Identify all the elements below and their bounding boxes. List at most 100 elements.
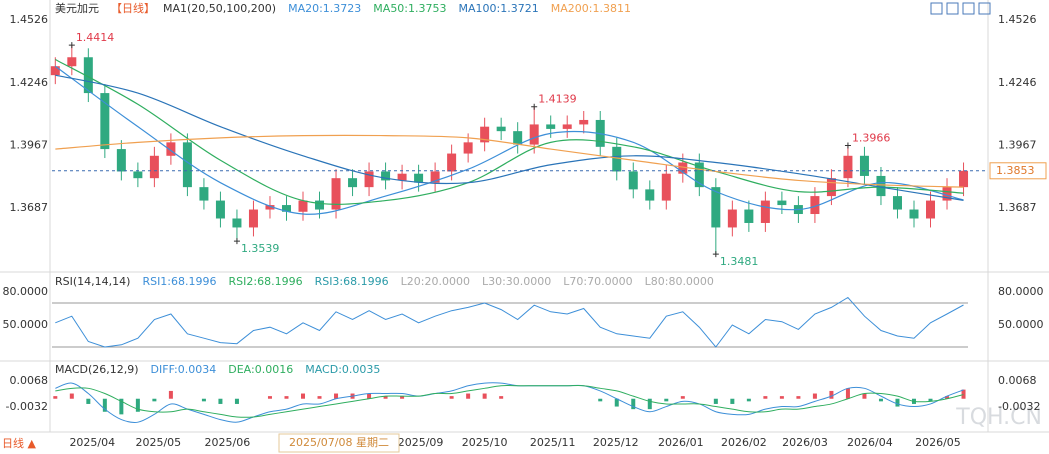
extreme-marker [712,251,719,258]
candle-body [678,162,688,174]
macd-bar [598,398,603,402]
candle-body [232,218,242,228]
y-tick-label: 1.4246 [998,76,1037,89]
legend-item: MA50:1.3753 [373,2,446,15]
x-tick-label: 2025/11 [530,436,576,449]
y-tick-label: 1.3967 [998,138,1037,151]
macd-bar [367,393,372,399]
y-tick-label: 50.0000 [3,318,49,331]
y-tick-label: 1.3967 [10,138,49,151]
candle-body [810,196,820,215]
x-tick-label: 2025/05 [135,436,181,449]
y-tick-label: 1.4526 [10,13,49,26]
macd-bar [218,398,223,404]
candle-body [381,171,391,181]
high-label: 1.4139 [538,93,577,106]
extreme-marker [531,103,538,110]
dif-line [55,382,964,423]
ma-line [55,74,964,201]
last-price-box [989,162,1047,180]
macd-bar [499,396,504,399]
candle-body [876,175,886,197]
candle-body [67,57,77,67]
macd-bar [69,393,74,399]
candle-body [199,187,209,201]
candle-body [892,196,902,210]
candle-body [298,200,308,212]
toolbar [930,2,991,15]
rsi-line [55,296,964,348]
period-label[interactable]: 日线 ▲ [2,436,36,450]
macd-bar [713,398,718,404]
high-label: 1.4414 [76,31,115,44]
extreme-marker [844,142,851,149]
candle-body [661,173,671,201]
legend-item: MACD:0.0035 [305,363,380,376]
candle-body [315,200,325,210]
y-tick-label: 0.0068 [10,374,49,387]
legend-item: DIFF:0.0034 [151,363,217,376]
candle-body [166,142,176,156]
candle-body [133,171,143,179]
candle-body [248,209,258,228]
move-left-button[interactable] [962,2,975,15]
macd-bar [86,398,91,404]
y-tick-label: 0.0068 [998,374,1037,387]
legend-item: L80:80.0000 [645,275,714,288]
y-tick-label: 80.0000 [3,285,49,298]
candle-body [215,200,225,219]
candle-body [496,126,506,132]
macd-bar [301,393,306,399]
macd-bar [812,393,817,399]
zoom-out-button[interactable] [946,2,959,15]
candle-body [529,124,539,145]
move-right-button[interactable] [978,2,991,15]
watermark: TQH.CN [955,405,1042,430]
legend-item: L70:70.0000 [563,275,632,288]
candle-body [744,209,754,223]
y-tick-label: -0.0032 [998,400,1040,413]
macd-bar [730,398,735,404]
candle-body [645,189,655,201]
dea-line [55,385,964,418]
candle-body [959,170,969,188]
cursor-date: 2025/07/08 星期二 [289,436,389,449]
candle-body [348,178,358,188]
macd-bar [168,390,173,399]
cursor-date-box [278,433,400,453]
candle-body [100,93,110,150]
zoom-in-button[interactable] [930,2,943,15]
macd-bar [400,396,405,399]
macd-bar [614,398,619,407]
macd-bar [135,398,140,412]
macd-bar [482,393,487,399]
x-tick-label: 2026/04 [847,436,893,449]
candle-body [364,171,374,188]
candle-body [579,119,589,125]
macd-bar [845,388,850,399]
macd-bar [928,398,933,402]
candle-body [711,187,721,228]
legend-item: RSI1:68.1996 [142,275,216,288]
macd-bar [680,396,685,399]
macd-bar [234,398,239,404]
x-tick-label: 2025/06 [205,436,251,449]
candle-body [777,200,787,206]
x-tick-label: 2026/02 [721,436,767,449]
candle-body [281,205,291,212]
macd-bar [201,398,206,402]
ma-line [55,134,964,188]
candle-body [562,124,572,129]
macd-bar [53,396,58,399]
candle-body [942,187,952,201]
x-tick-label: 2025/09 [398,436,444,449]
ma-line [54,65,964,215]
candle-body [859,155,869,176]
macd-bar [647,398,652,410]
macd-bar [631,398,636,410]
macd-bar [466,393,471,399]
macd-bar [334,393,339,399]
legend-item: MA200:1.3811 [551,2,631,15]
candle-body [265,205,275,210]
x-tick-label: 2025/12 [593,436,639,449]
